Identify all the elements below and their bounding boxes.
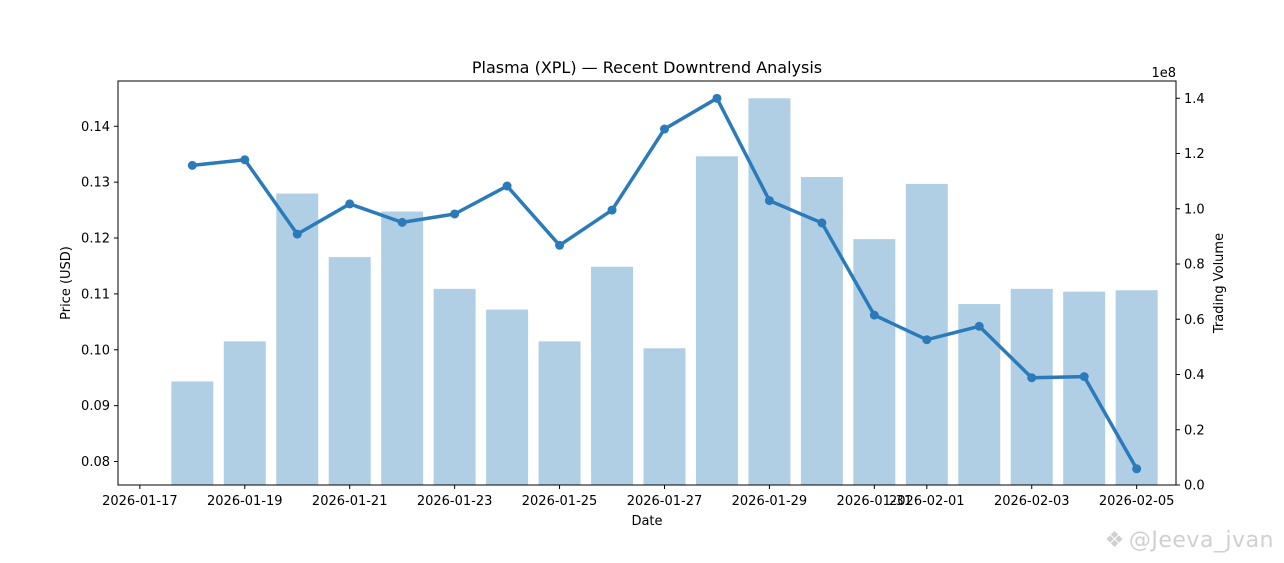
- x-tick-label: 2026-01-21: [312, 494, 388, 509]
- y2-tick-label: 1.0: [1184, 202, 1205, 217]
- volume-bar: [538, 341, 581, 485]
- y-tick-label: 0.09: [81, 399, 110, 414]
- price-point: [1132, 464, 1142, 474]
- price-point: [345, 199, 355, 209]
- x-tick-label: 2026-01-25: [522, 494, 598, 509]
- y-axis-title: Price (USD): [59, 246, 74, 320]
- y2-tick-label: 1.4: [1184, 92, 1205, 107]
- y2-tick-label: 1.2: [1184, 147, 1205, 162]
- volume-bar: [328, 257, 371, 485]
- watermark-text: @Jeeva_jvan: [1128, 528, 1274, 553]
- price-point: [502, 181, 512, 191]
- volume-bar: [1063, 291, 1106, 485]
- y-tick-label: 0.12: [81, 232, 110, 247]
- y-tick-label: 0.10: [81, 343, 110, 358]
- price-point: [817, 218, 827, 228]
- x-tick-label: 2026-01-19: [207, 494, 283, 509]
- price-point: [659, 124, 669, 134]
- x-tick-label: 2026-01-23: [417, 494, 493, 509]
- volume-bar: [381, 211, 424, 485]
- y-tick-label: 0.14: [81, 120, 110, 135]
- price-point: [187, 160, 197, 170]
- volume-bar: [748, 98, 791, 485]
- volume-bar: [433, 288, 476, 485]
- price-point: [240, 155, 250, 165]
- volume-bar: [958, 304, 1001, 485]
- volume-bar: [1010, 288, 1053, 485]
- volume-bar: [695, 156, 738, 485]
- volume-bar: [486, 309, 529, 485]
- x-axis-title: Date: [631, 514, 662, 529]
- volume-bar: [171, 381, 214, 485]
- y2-tick-label: 0.4: [1184, 368, 1205, 383]
- price-point: [712, 93, 722, 103]
- x-tick-label: 2026-02-05: [1099, 494, 1175, 509]
- price-point: [292, 229, 302, 239]
- price-point: [974, 321, 984, 331]
- x-tick-label: 2026-02-03: [994, 494, 1070, 509]
- price-point: [607, 205, 617, 215]
- y2-tick-label: 0.0: [1184, 479, 1205, 494]
- y2-tick-label: 0.2: [1184, 423, 1205, 438]
- y-axis-left: 0.08 0.09 0.10 0.11 0.12 0.13 0.14: [81, 120, 118, 470]
- price-point: [922, 335, 932, 345]
- y2-tick-label: 0.8: [1184, 258, 1205, 273]
- y-tick-label: 0.13: [81, 176, 110, 191]
- y-tick-label: 0.08: [81, 455, 110, 470]
- y2-offset-label: 1e8: [1151, 66, 1176, 81]
- price-line: [187, 93, 1142, 474]
- x-tick-label: 2026-01-17: [102, 494, 178, 509]
- diamond-logo-icon: ❖: [1104, 528, 1125, 553]
- price-point: [869, 310, 879, 320]
- volume-bar: [1115, 290, 1158, 485]
- price-point: [764, 196, 774, 206]
- price-point: [1027, 373, 1037, 383]
- watermark: ❖ @Jeeva_jvan: [1105, 528, 1274, 553]
- y2-axis-title: Trading Volume: [1212, 233, 1227, 334]
- y-axis-right: 0.0 0.2 0.4 0.6 0.8 1.0 1.2 1.4: [1176, 92, 1205, 494]
- price-point: [1079, 372, 1089, 382]
- volume-bar: [276, 193, 319, 486]
- plot-frame: [117, 80, 1177, 486]
- volume-bar: [223, 341, 266, 485]
- price-point: [555, 240, 565, 250]
- price-point: [450, 209, 460, 219]
- x-tick-label: 2026-01-31: [837, 494, 913, 509]
- x-tick-label: 2026-01-29: [732, 494, 808, 509]
- x-tick-label: 2026-02-01: [889, 494, 965, 509]
- volume-bar: [853, 239, 896, 485]
- volume-bar: [800, 176, 843, 485]
- x-tick-label: 2026-01-27: [627, 494, 703, 509]
- volume-bar: [591, 266, 634, 485]
- x-axis: 2026-01-17 2026-01-19 2026-01-21 2026-01-23…: [102, 485, 1174, 509]
- y2-tick-label: 0.6: [1184, 313, 1205, 328]
- volume-bar: [643, 348, 686, 485]
- chart-title: Plasma (XPL) — Recent Downtrend Analysis: [472, 58, 822, 77]
- y-tick-label: 0.11: [81, 287, 110, 302]
- volume-bars: [171, 98, 1158, 486]
- price-point: [397, 217, 407, 227]
